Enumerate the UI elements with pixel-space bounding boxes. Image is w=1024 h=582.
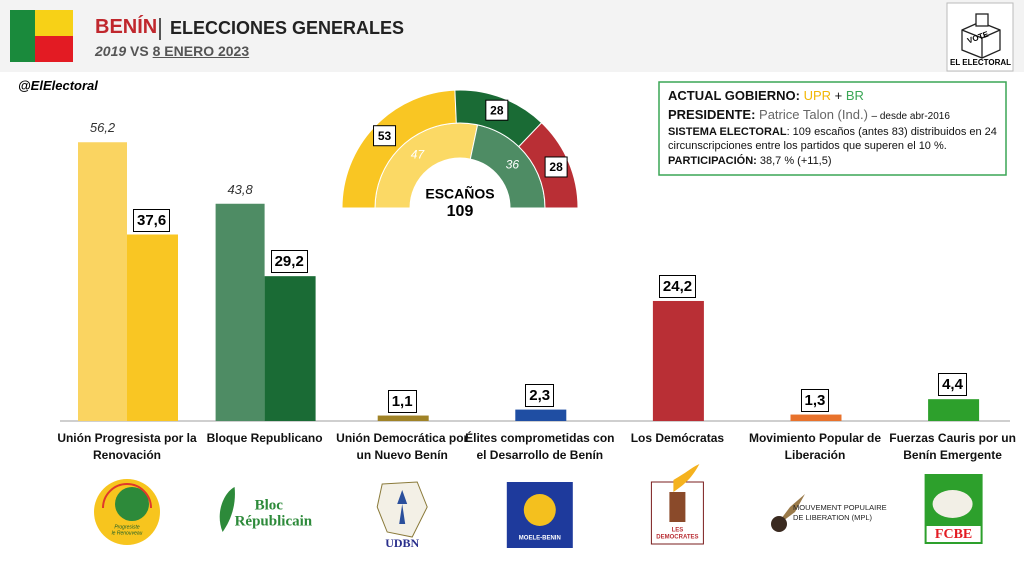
seat-label: 28 [549, 160, 563, 174]
label: PRESIDENTE: [668, 107, 756, 122]
value-label: 56,2 [89, 120, 116, 136]
year-before: 2019 [95, 43, 127, 59]
ballot-icon [961, 13, 1001, 59]
category-label: Unión Progresista por la Renovación [57, 431, 197, 462]
info-box [658, 81, 1007, 176]
logo-text: le Renouveau [112, 530, 143, 536]
value-label: 1,3 [800, 388, 830, 412]
value-label: 37,6 [133, 208, 171, 232]
logo-tree [115, 487, 149, 521]
logo-fist [771, 516, 787, 532]
logo-text: MOUVEMENT POPULAIRE [793, 503, 887, 512]
logo-text: Républicain [235, 513, 313, 529]
center-label: ESCAÑOS [425, 185, 494, 202]
logo-text: MOELE-BENIN [519, 536, 561, 542]
join: + [834, 88, 843, 103]
label: PARTICIPACIÓN: [668, 155, 757, 167]
logo-sun [523, 494, 556, 526]
info-government: ACTUAL GOBIERNO: UPR + BR [668, 88, 864, 103]
seat-label: 53 [378, 129, 392, 143]
value-label: 24,2 [658, 274, 697, 298]
category-label: Unión Democrática por un Nuevo Benín [336, 431, 469, 462]
seat-label: 36 [506, 158, 520, 172]
bar [515, 409, 567, 421]
bar [652, 300, 704, 421]
category-label: Movimiento Popular de Liberación [748, 431, 881, 462]
logo-text: DEMOCRATES [656, 535, 698, 541]
bar [78, 142, 127, 422]
logo-text: FCBE [935, 527, 972, 542]
party-logo: UDBN [376, 481, 428, 550]
seat-label: 47 [411, 148, 426, 162]
label: ACTUAL GOBIERNO: [668, 88, 800, 103]
subtitle: 2019 VS 8 ENERO 2023 [95, 43, 249, 59]
category-label: Fuerzas Cauris por un Benín Emergente [889, 431, 1016, 462]
label-box [373, 125, 397, 147]
logo-text: DE LIBERATION (MPL) [793, 513, 873, 522]
category-label: Bloque Republicano [206, 431, 323, 445]
title: ELECCIONES GENERALES [170, 18, 405, 38]
party-logo: MOELE-BENIN [506, 482, 573, 548]
since: – desde abr-2016 [871, 111, 950, 122]
party: BR [845, 88, 864, 103]
president: Patrice Talon (Ind.) [759, 107, 868, 122]
bar [215, 203, 265, 421]
logo-star [397, 490, 408, 524]
label-box [485, 99, 509, 121]
seat-label: 28 [490, 103, 504, 117]
bar [790, 414, 842, 421]
logo-leaf [219, 487, 235, 532]
header-band [0, 0, 1024, 72]
logo-arc [102, 483, 152, 509]
value-label: 2,3 [525, 383, 555, 407]
info-turnout: PARTICIPACIÓN: 38,7 % (+11,5) [668, 155, 832, 167]
logo-band [926, 526, 981, 542]
text: : 109 escaños (antes 83) distribuidos en… [668, 126, 997, 152]
value-label: 4,4 [938, 373, 967, 397]
category-label: Élites comprometidas con el Desarrollo d… [465, 431, 615, 462]
turnout: 38,7 % (+11,5) [759, 155, 832, 167]
date-now: 8 ENERO 2023 [152, 43, 250, 59]
value-label: 1,1 [387, 389, 417, 413]
label: SISTEMA ELECTORAL [668, 126, 787, 138]
logo-arm [669, 492, 686, 522]
logo-text: Bloc [255, 497, 284, 513]
bar [127, 234, 178, 421]
source: @ElElectoral [18, 78, 98, 93]
party: UPR [803, 88, 832, 103]
value-label: 43,8 [227, 181, 253, 197]
bar [377, 415, 429, 421]
versus: VS [130, 43, 149, 59]
bar [928, 399, 980, 421]
logo-text: LES [672, 528, 684, 534]
flag [10, 10, 73, 62]
logo-text: UDBN [385, 536, 419, 550]
info-system: SISTEMA ELECTORAL: 109 escaños (antes 83… [668, 125, 998, 153]
logo-torch [673, 464, 700, 492]
category-label: Los Demócratas [630, 431, 725, 445]
value-label: 29,2 [270, 250, 308, 274]
brand-name: EL ELECTORAL [950, 58, 1012, 67]
party-logo: FCBE [924, 474, 983, 544]
bar [264, 276, 316, 421]
label-box [544, 156, 568, 178]
logo-shell [932, 490, 973, 518]
logo-text: Progresiste [114, 524, 140, 530]
info-president: PRESIDENTE: Patrice Talon (Ind.) – desde… [668, 107, 950, 122]
country: BENÍN [95, 16, 158, 38]
center-value: 109 [447, 203, 474, 220]
